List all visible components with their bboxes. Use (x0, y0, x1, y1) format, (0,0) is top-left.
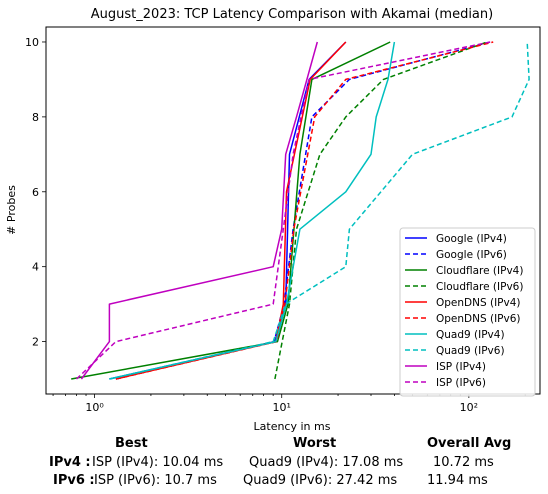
ipv4-best-value: ISP (IPv4): 10.04 ms (92, 455, 223, 470)
latency-chart: August_2023: TCP Latency Comparison with… (0, 0, 548, 432)
y-axis-label: # Probes (5, 185, 18, 235)
overall-avg-header: Overall Avg (427, 436, 511, 451)
y-tick-label: 6 (32, 186, 39, 199)
legend-label: Quad9 (IPv4) (436, 329, 505, 341)
x-axis-label: Latency in ms (254, 420, 331, 432)
y-axis-ticks: 2 4 6 8 10 (25, 36, 46, 349)
x-tick-label: 10⁰ (85, 401, 104, 414)
chart-title: August_2023: TCP Latency Comparison with… (91, 7, 493, 22)
legend-label: Google (IPv6) (436, 249, 507, 261)
legend-label: OpenDNS (IPv6) (436, 313, 521, 325)
summary-stats: Best Worst Overall Avg IPv4 : ISP (IPv4)… (0, 432, 548, 494)
best-header: Best (115, 436, 148, 451)
y-tick-label: 4 (32, 261, 39, 274)
x-tick-label: 10² (460, 401, 478, 414)
series-line-quad9-ipv4 (109, 42, 394, 379)
ipv4-avg-value: 10.72 ms (433, 455, 494, 470)
series-line-opendns-ipv4 (116, 42, 346, 379)
chart-legend: Google (IPv4) Google (IPv6) Cloudflare (IP… (400, 228, 535, 396)
legend-label: OpenDNS (IPv4) (436, 297, 521, 309)
ipv6-worst-value: Quad9 (IPv6): 27.42 ms (243, 473, 397, 488)
legend-label: ISP (IPv6) (436, 377, 486, 389)
x-axis-ticks: 10⁰ 10¹ 10² (53, 394, 525, 414)
y-tick-label: 2 (32, 336, 39, 349)
ipv4-worst-value: Quad9 (IPv4): 17.08 ms (249, 455, 403, 470)
legend-label: Cloudflare (IPv4) (436, 265, 523, 277)
worst-header: Worst (293, 436, 336, 451)
legend-label: ISP (IPv4) (436, 361, 486, 373)
legend-label: Cloudflare (IPv6) (436, 281, 523, 293)
ipv6-best-value: ISP (IPv6): 10.7 ms (94, 473, 217, 488)
y-tick-label: 10 (25, 36, 39, 49)
legend-label: Google (IPv4) (436, 233, 507, 245)
ipv4-row-label: IPv4 : (49, 455, 91, 470)
ipv6-avg-value: 11.94 ms (427, 473, 488, 488)
series-line-cloudflare-ipv4 (71, 42, 390, 379)
ipv6-row-label: IPv6 : (53, 473, 95, 488)
x-tick-label: 10¹ (273, 401, 291, 414)
legend-label: Quad9 (IPv6) (436, 345, 505, 357)
y-tick-label: 8 (32, 111, 39, 124)
